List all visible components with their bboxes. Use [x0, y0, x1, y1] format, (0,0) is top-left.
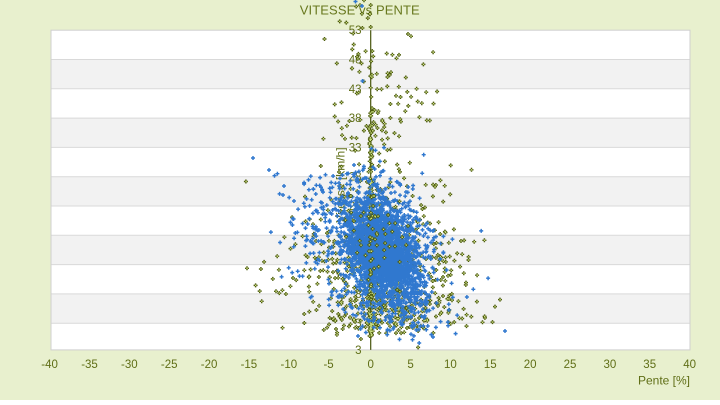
svg-text:-25: -25 — [161, 359, 178, 371]
svg-text:20: 20 — [524, 359, 537, 371]
svg-text:25: 25 — [564, 359, 577, 371]
svg-text:-10: -10 — [280, 359, 297, 371]
svg-text:3: 3 — [355, 318, 361, 330]
svg-text:5: 5 — [407, 359, 413, 371]
svg-text:-30: -30 — [121, 359, 138, 371]
svg-text:-35: -35 — [81, 359, 98, 371]
svg-text:Pente [%]: Pente [%] — [638, 373, 690, 387]
svg-text:30: 30 — [604, 359, 617, 371]
svg-text:53: 53 — [349, 25, 362, 37]
svg-text:-15: -15 — [241, 359, 258, 371]
svg-text:-20: -20 — [201, 359, 218, 371]
svg-text:40: 40 — [683, 359, 696, 371]
svg-text:VITESSE vs PENTE: VITESSE vs PENTE — [300, 3, 420, 18]
svg-text:38: 38 — [349, 113, 362, 125]
svg-text:10: 10 — [444, 359, 457, 371]
svg-text:-40: -40 — [41, 359, 58, 371]
svg-text:33: 33 — [349, 142, 362, 154]
svg-text:3: 3 — [355, 345, 361, 357]
svg-text:-5: -5 — [323, 359, 333, 371]
svg-text:0: 0 — [367, 359, 373, 371]
svg-text:8: 8 — [355, 289, 361, 301]
svg-text:35: 35 — [643, 359, 656, 371]
svg-text:15: 15 — [484, 359, 497, 371]
